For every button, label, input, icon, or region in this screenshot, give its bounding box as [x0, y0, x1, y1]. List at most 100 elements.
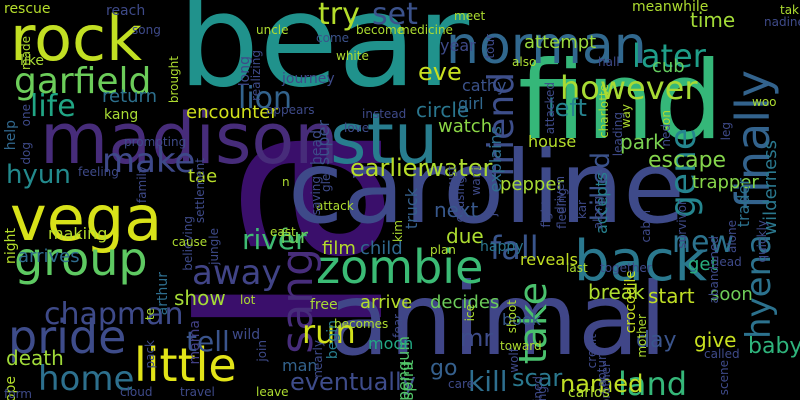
word-year: year — [440, 36, 476, 55]
word-wolf: wolf — [507, 348, 521, 373]
word-pepper: pepper — [500, 174, 564, 195]
word-leave: leave — [256, 385, 289, 399]
word-charlotte: charlotte — [597, 84, 611, 138]
word-scar: scar — [512, 364, 563, 392]
word-go: go — [430, 356, 458, 381]
word-prompting: prompting — [124, 135, 187, 149]
word-explains: explains — [486, 126, 505, 193]
word-plan: plan — [430, 243, 456, 257]
word-cub: cub — [652, 56, 685, 77]
word-watch: watch — [438, 116, 493, 137]
word-caroline: caroline — [288, 129, 685, 246]
word-time: time — [690, 8, 736, 32]
word-return: return — [102, 86, 158, 107]
word-jon: jon — [485, 198, 499, 217]
word-called: called — [704, 347, 740, 361]
word-vega: vega — [10, 182, 163, 255]
word-make: make — [102, 141, 196, 181]
word-using: using — [535, 386, 549, 400]
word-saving: saving — [309, 176, 323, 216]
word-fight: fight — [539, 200, 553, 228]
word-ice: ice — [463, 304, 477, 322]
word-later: later — [632, 37, 706, 75]
word-try: try — [318, 0, 360, 32]
word-stu: stu — [330, 98, 439, 180]
word-quickly: quickly — [755, 220, 769, 263]
word-zombie: zombie — [316, 240, 484, 294]
word-little: little — [134, 338, 237, 392]
word-lot: lot — [240, 293, 256, 307]
word-hall: hall — [598, 55, 620, 69]
word-run: run — [302, 313, 356, 351]
word-get: get — [688, 254, 718, 275]
word-wild: wild — [232, 327, 261, 343]
word-white: white — [336, 49, 369, 63]
word-soon: soon — [710, 284, 753, 305]
word-chapman: chapman — [44, 297, 184, 332]
word-reach: reach — [106, 3, 146, 19]
word-water: water — [424, 154, 493, 182]
word-circle: circle — [416, 98, 470, 122]
word-moon: moon — [368, 334, 414, 353]
word-care: care — [448, 377, 475, 391]
word-meet: meet — [454, 9, 486, 23]
word-rock: rock — [10, 2, 143, 75]
word-reveals: reveals — [520, 250, 578, 269]
word-child: child — [360, 238, 403, 259]
word-garfield: garfield — [14, 61, 152, 102]
word-find: find — [518, 39, 724, 164]
word-song: song — [132, 23, 161, 37]
word-fear: fear — [391, 314, 405, 338]
word-nadine: nadine — [764, 15, 800, 29]
word-dog: dog — [19, 142, 33, 165]
word-mr: mr — [460, 324, 494, 352]
word-cabin: cabin — [639, 210, 653, 243]
word-break: break — [588, 280, 645, 304]
word-attacked: attacked — [543, 82, 557, 135]
word-along: along — [591, 196, 605, 230]
word-scene: scene — [717, 360, 731, 396]
word-lead: lead — [716, 255, 742, 269]
word-trapper: trapper — [692, 172, 759, 193]
word-cause: cause — [172, 235, 208, 249]
word-mother: mother — [635, 314, 649, 358]
word-film: film — [322, 238, 356, 259]
word-land: land — [618, 365, 688, 400]
word-set: set — [372, 0, 418, 32]
word-norman: norman — [446, 16, 647, 76]
word-medicine: medicine — [398, 23, 453, 37]
word-arrive: arrive — [360, 292, 413, 313]
word-fleeing: fleeing — [555, 188, 569, 229]
word-eve: eve — [418, 58, 462, 86]
word-leading: leading — [611, 112, 625, 157]
word-show: show — [174, 286, 226, 310]
word-head: head — [309, 130, 325, 165]
word-group: group — [14, 232, 148, 286]
word-attempt: attempt — [524, 32, 597, 53]
word-day: day — [636, 328, 677, 353]
word-cloud: cloud — [120, 385, 153, 399]
word-hyun: hyun — [6, 160, 71, 190]
word-must: must — [445, 166, 459, 197]
word-lion: lion — [238, 81, 293, 116]
word-river: river — [242, 223, 307, 256]
word-however: however — [560, 69, 698, 107]
word-kang: kang — [104, 107, 139, 123]
word-start: start — [648, 284, 695, 308]
word-spirit: spirit — [398, 360, 417, 400]
word-together: together — [600, 261, 652, 275]
word-also: also — [512, 55, 537, 69]
word-want: want — [469, 166, 483, 196]
word-join: join — [255, 340, 269, 362]
word-decides: decides — [430, 292, 500, 313]
word-baby: baby — [748, 334, 800, 359]
word-book: book — [502, 310, 541, 329]
word-tour: tour — [483, 34, 497, 59]
word-becomes: becomes — [334, 317, 389, 331]
word-like: like — [20, 53, 45, 69]
word-named: named — [560, 370, 644, 398]
word-ned: ned — [659, 124, 673, 147]
word-uncle: uncle — [256, 23, 289, 37]
word-next: next — [434, 198, 479, 222]
word-taking: taking — [780, 3, 800, 17]
